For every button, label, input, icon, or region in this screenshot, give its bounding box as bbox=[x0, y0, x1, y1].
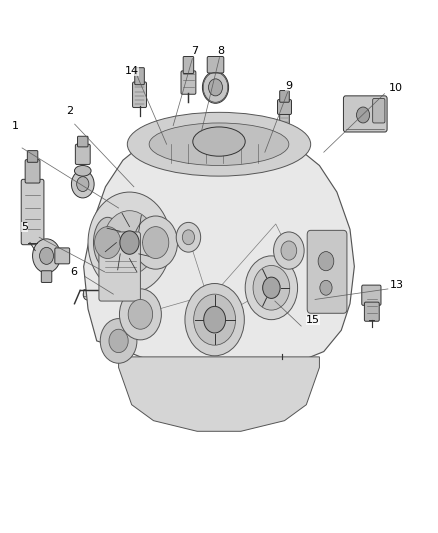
FancyBboxPatch shape bbox=[21, 179, 44, 245]
FancyBboxPatch shape bbox=[343, 96, 387, 132]
Circle shape bbox=[318, 252, 334, 271]
FancyBboxPatch shape bbox=[373, 99, 385, 123]
Text: 6: 6 bbox=[71, 267, 78, 277]
Text: 10: 10 bbox=[389, 83, 403, 93]
FancyBboxPatch shape bbox=[41, 271, 52, 282]
FancyBboxPatch shape bbox=[362, 285, 381, 305]
Text: 5: 5 bbox=[21, 222, 28, 232]
FancyBboxPatch shape bbox=[207, 56, 224, 73]
Circle shape bbox=[204, 306, 226, 333]
Text: 1: 1 bbox=[11, 120, 18, 131]
FancyBboxPatch shape bbox=[278, 100, 291, 115]
FancyBboxPatch shape bbox=[135, 68, 145, 85]
Ellipse shape bbox=[149, 123, 289, 165]
Circle shape bbox=[120, 289, 161, 340]
Circle shape bbox=[176, 222, 201, 252]
Circle shape bbox=[274, 232, 304, 269]
Circle shape bbox=[194, 294, 236, 345]
FancyBboxPatch shape bbox=[75, 144, 90, 165]
Circle shape bbox=[77, 176, 89, 191]
Circle shape bbox=[83, 289, 92, 300]
Circle shape bbox=[185, 284, 244, 356]
FancyBboxPatch shape bbox=[133, 82, 147, 108]
Circle shape bbox=[109, 329, 128, 353]
Circle shape bbox=[113, 289, 122, 300]
Circle shape bbox=[357, 107, 370, 123]
Circle shape bbox=[143, 227, 169, 259]
FancyBboxPatch shape bbox=[55, 248, 70, 264]
FancyBboxPatch shape bbox=[307, 230, 347, 313]
Circle shape bbox=[71, 170, 94, 198]
FancyBboxPatch shape bbox=[181, 71, 196, 94]
Ellipse shape bbox=[74, 165, 91, 176]
Circle shape bbox=[103, 211, 155, 274]
FancyBboxPatch shape bbox=[78, 136, 88, 147]
Ellipse shape bbox=[93, 217, 122, 268]
Text: 15: 15 bbox=[306, 314, 320, 325]
Circle shape bbox=[245, 256, 297, 320]
Circle shape bbox=[128, 300, 152, 329]
Circle shape bbox=[32, 239, 60, 273]
Ellipse shape bbox=[193, 127, 245, 156]
Circle shape bbox=[134, 216, 177, 269]
Text: 2: 2 bbox=[66, 106, 73, 116]
Circle shape bbox=[120, 231, 139, 254]
Text: 8: 8 bbox=[218, 46, 225, 56]
Text: 9: 9 bbox=[285, 81, 293, 91]
Circle shape bbox=[182, 230, 194, 245]
Circle shape bbox=[100, 319, 137, 364]
FancyBboxPatch shape bbox=[280, 112, 289, 136]
Text: 14: 14 bbox=[125, 66, 139, 76]
Circle shape bbox=[281, 241, 297, 260]
Ellipse shape bbox=[127, 112, 311, 176]
FancyBboxPatch shape bbox=[99, 232, 141, 301]
Circle shape bbox=[39, 247, 53, 264]
Circle shape bbox=[208, 79, 223, 96]
Circle shape bbox=[253, 265, 290, 310]
Polygon shape bbox=[119, 357, 319, 431]
FancyBboxPatch shape bbox=[280, 91, 289, 102]
Circle shape bbox=[88, 192, 171, 293]
FancyBboxPatch shape bbox=[278, 334, 287, 343]
Polygon shape bbox=[84, 123, 354, 368]
FancyBboxPatch shape bbox=[364, 302, 379, 321]
FancyBboxPatch shape bbox=[84, 289, 125, 297]
FancyBboxPatch shape bbox=[276, 341, 289, 356]
Circle shape bbox=[263, 277, 280, 298]
Circle shape bbox=[95, 227, 121, 259]
FancyBboxPatch shape bbox=[27, 151, 38, 163]
FancyBboxPatch shape bbox=[183, 56, 194, 74]
Text: 7: 7 bbox=[191, 46, 198, 56]
Text: 13: 13 bbox=[390, 280, 404, 290]
Circle shape bbox=[202, 71, 229, 103]
FancyBboxPatch shape bbox=[25, 160, 40, 183]
Circle shape bbox=[320, 280, 332, 295]
